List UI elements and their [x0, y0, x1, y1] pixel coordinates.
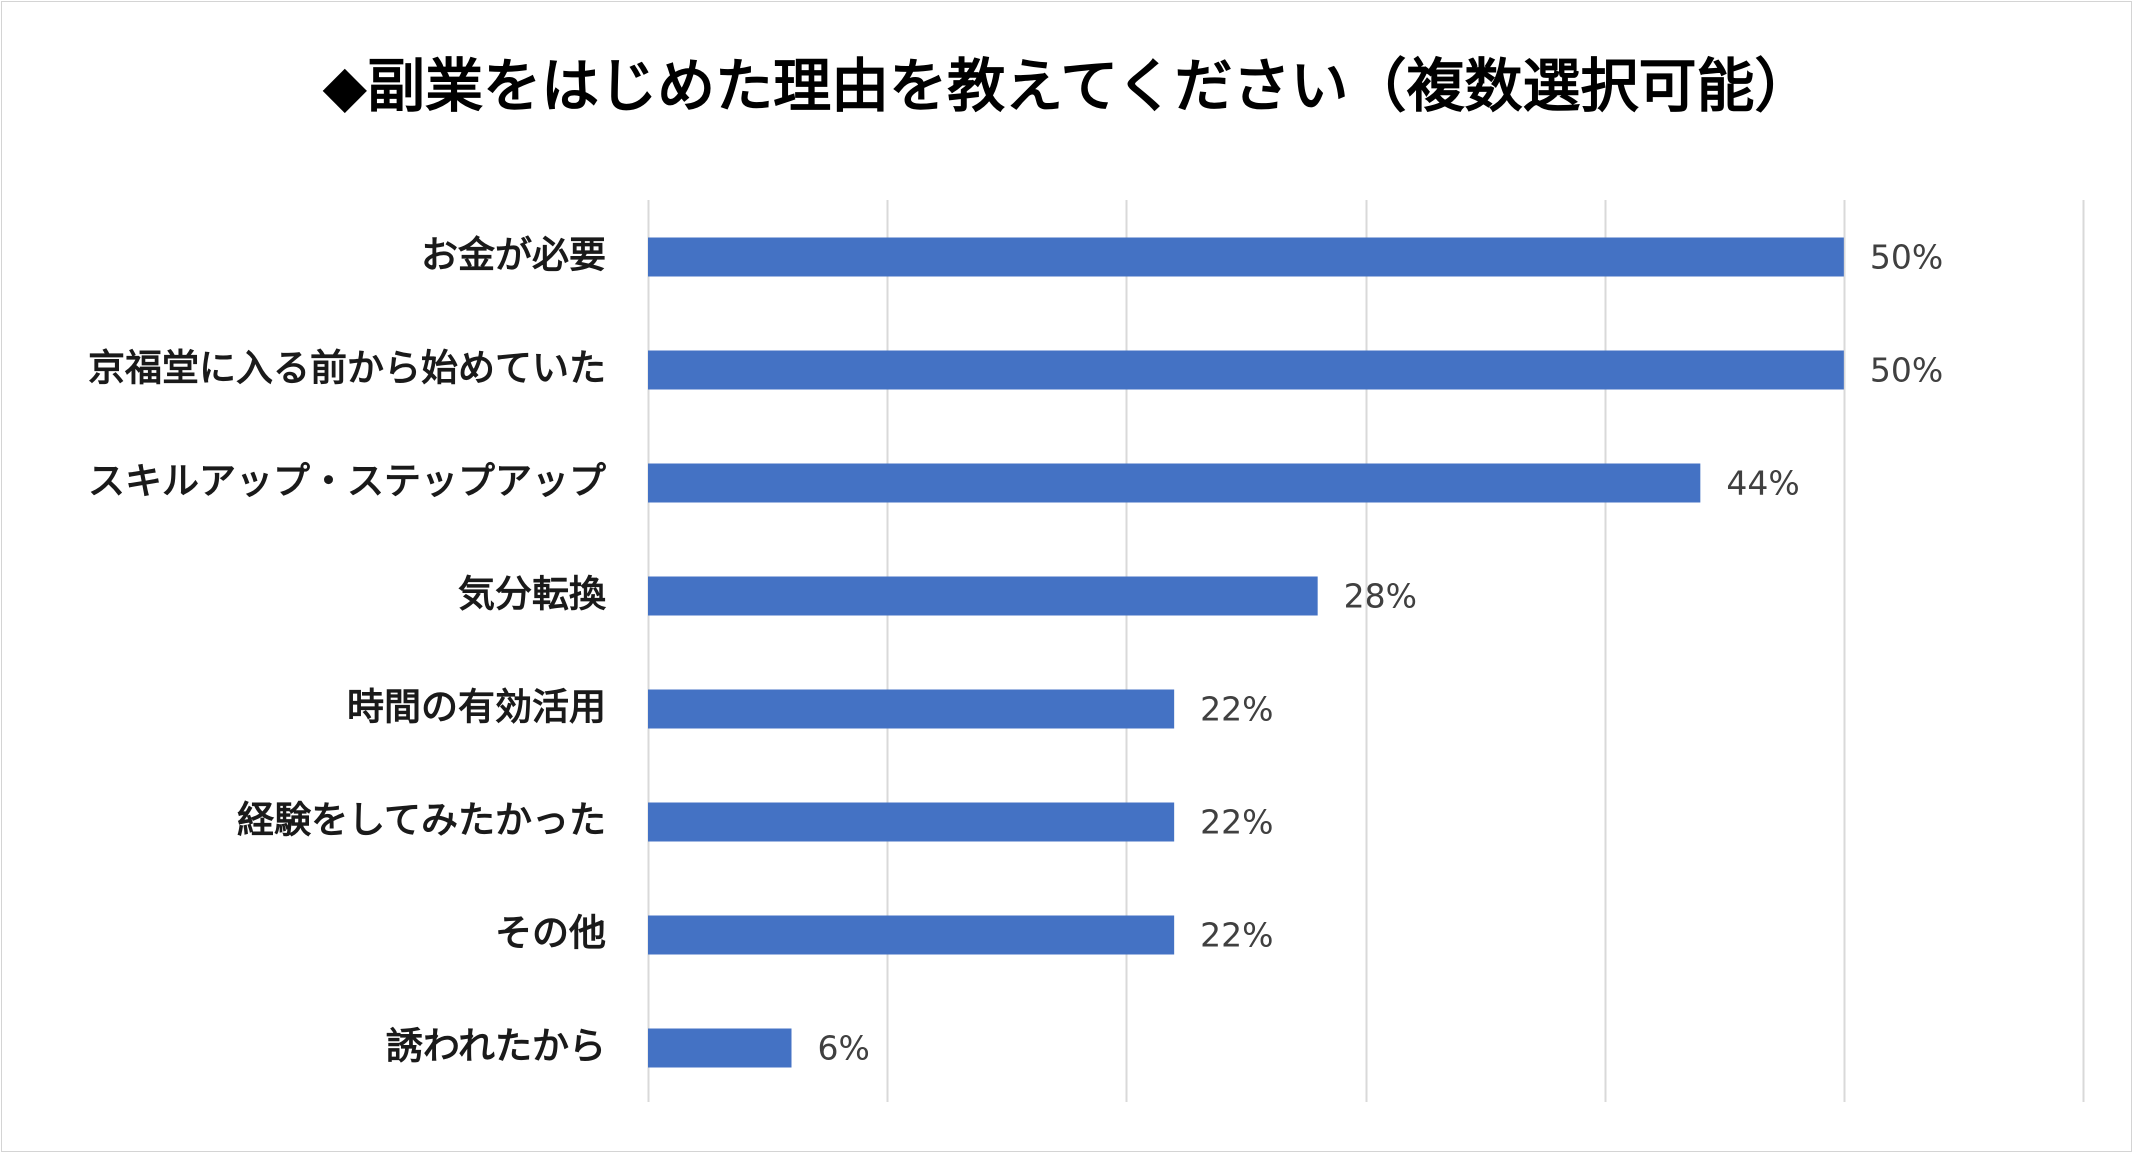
category-label: 誘われたから	[386, 1025, 606, 1068]
bar	[648, 463, 1701, 503]
category-label: 時間の有効活用	[347, 686, 606, 729]
chart-title: ◆副業をはじめた理由を教えてください（複数選択可能）	[322, 52, 1813, 120]
data-label: 22%	[1200, 916, 1273, 955]
data-label: 6%	[818, 1029, 870, 1068]
category-label: 経験をしてみたかった	[237, 799, 606, 842]
bar	[648, 1028, 792, 1068]
bar	[648, 350, 1844, 390]
bar	[648, 689, 1175, 729]
bar	[648, 915, 1175, 955]
bar	[648, 802, 1175, 842]
category-label: スキルアップ・ステップアップ	[88, 460, 606, 503]
category-label: その他	[495, 912, 606, 955]
bar	[648, 576, 1318, 616]
data-label: 22%	[1200, 690, 1273, 729]
category-label: お金が必要	[421, 234, 606, 277]
data-label: 44%	[1726, 464, 1799, 503]
category-label: 気分転換	[458, 573, 607, 616]
category-label: 京福堂に入る前から始めていた	[88, 347, 606, 390]
data-label: 50%	[1870, 351, 1943, 390]
bar	[648, 237, 1844, 277]
data-label: 50%	[1870, 238, 1943, 277]
data-label: 22%	[1200, 803, 1273, 842]
data-label: 28%	[1344, 577, 1417, 616]
